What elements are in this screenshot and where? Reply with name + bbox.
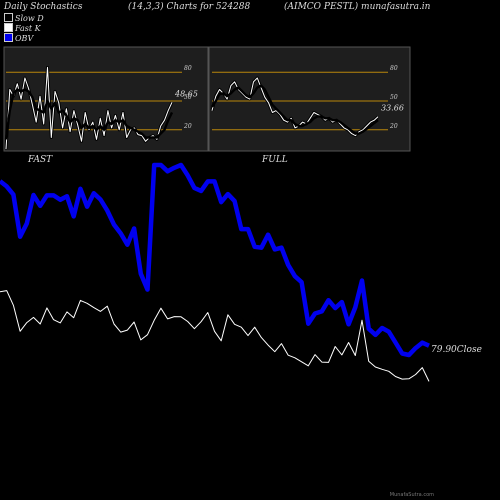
full-panel [208, 46, 411, 152]
fast-level-label-20: 20 [183, 123, 192, 130]
legend-label-slow-d: Slow D [15, 14, 44, 23]
full-level-label-20: 20 [389, 123, 398, 130]
legend-swatch-obv [4, 33, 13, 42]
legend-item-slow-d: Slow D [4, 13, 44, 23]
fast-slow-d-line [5, 89, 173, 140]
full-slow-d-line [211, 85, 379, 135]
obv-line [0, 162, 430, 358]
full-fast-k-line [211, 77, 379, 137]
fast-level-label-80: 80 [184, 65, 192, 72]
legend-label-obv: OBV [15, 34, 34, 43]
fast-panel [3, 46, 209, 152]
fast-last-value: 48.65 [174, 89, 198, 98]
close-last-value: 79.90Close [431, 345, 482, 355]
legend-item-obv: OBV [4, 33, 33, 43]
legend-swatch-fast-k [4, 23, 13, 32]
fast-panel-title: FAST [27, 155, 53, 165]
chart-source: (AIMCO PESTL) munafasutra.in [284, 2, 431, 12]
chart-subtitle: (14,3,3) Charts for 524288 [128, 2, 251, 12]
footer-watermark: MunafaSutra.com [389, 492, 434, 498]
legend-label-fast-k: Fast K [15, 24, 41, 33]
legend-swatch-slow-d [4, 13, 13, 22]
fast-fast-k-line [5, 66, 173, 150]
full-level-label-80: 80 [390, 65, 398, 72]
full-level-label-50: 50 [390, 94, 398, 101]
fast-level-label-50: 50 [184, 94, 192, 101]
full-last-value: 33.66 [381, 104, 404, 113]
full-panel-title: FULL [261, 155, 288, 165]
chart-title: Daily Stochastics [4, 2, 83, 12]
legend-item-fast-k: Fast K [4, 23, 41, 33]
close-price-line [0, 290, 430, 382]
